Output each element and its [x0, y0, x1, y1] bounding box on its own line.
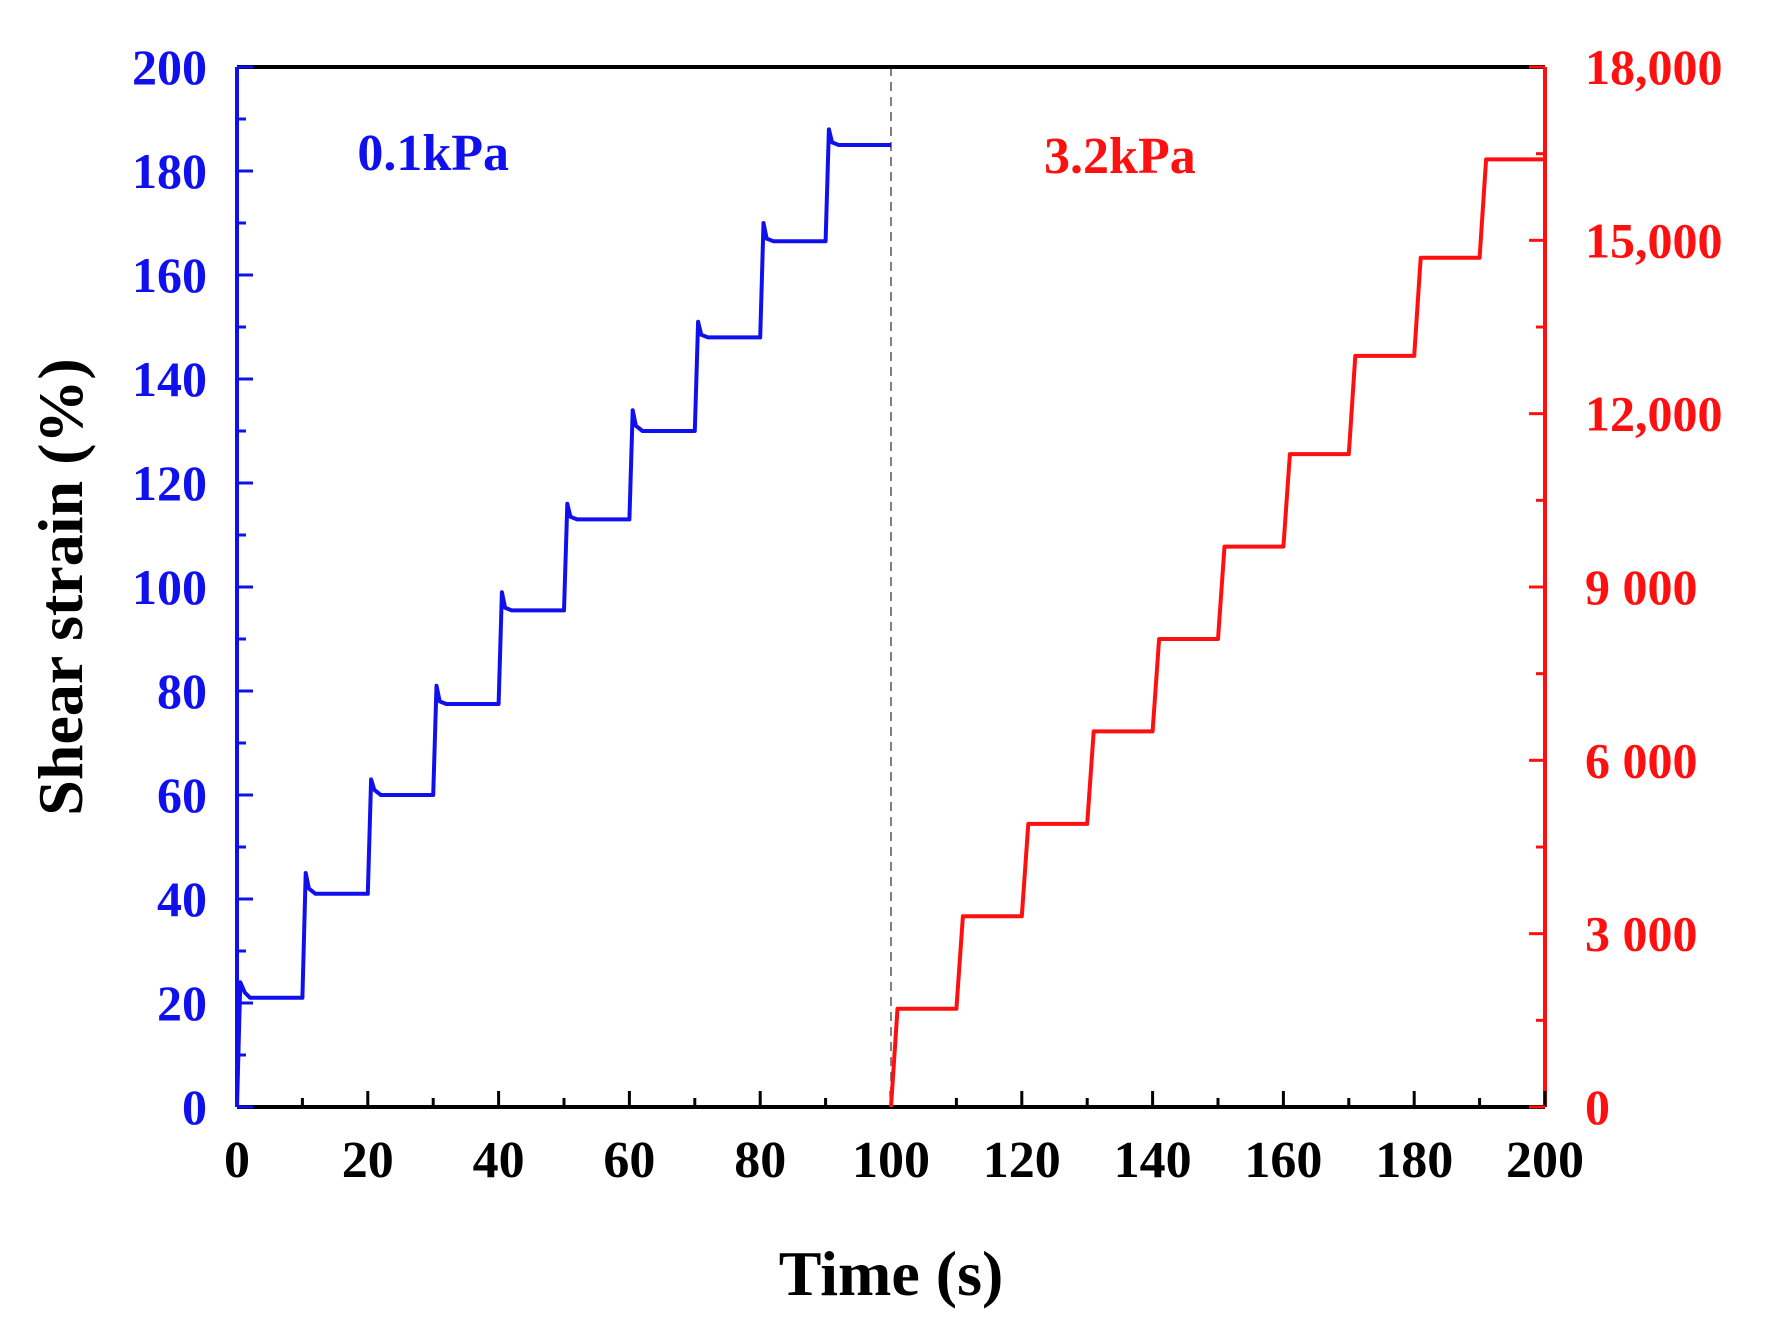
y-left-tick-label: 80: [157, 663, 207, 719]
y-left-tick-label: 140: [132, 351, 207, 407]
x-tick-label: 0: [224, 1132, 250, 1189]
y-right-tick-label: 6 000: [1585, 732, 1698, 788]
x-tick-label: 180: [1375, 1132, 1453, 1189]
y-right-tick-label: 12,000: [1585, 386, 1723, 442]
y-left-tick-label: 0: [182, 1079, 207, 1135]
y-right-tick-label: 18,000: [1585, 39, 1723, 95]
series-line-3-2kpa: [889, 157, 1545, 1108]
x-tick-label: 120: [983, 1132, 1061, 1189]
x-tick-label: 100: [852, 1132, 930, 1189]
y-left-tick-label: 20: [157, 975, 207, 1031]
x-tick-label: 40: [473, 1132, 525, 1189]
x-tick-label: 200: [1506, 1132, 1584, 1189]
y-left-tick-label: 200: [132, 39, 207, 95]
y-right-tick-label: 3 000: [1585, 906, 1698, 962]
y-left-tick-label: 100: [132, 559, 207, 615]
y-left-tick-label: 180: [132, 143, 207, 199]
y-right-tick-label: 0: [1585, 1079, 1610, 1135]
y-left-tick-label: 60: [157, 767, 207, 823]
x-tick-label: 140: [1114, 1132, 1192, 1189]
x-tick-label: 60: [603, 1132, 655, 1189]
y-right-tick-label: 9 000: [1585, 559, 1698, 615]
annotation-3-2kpa: 3.2kPa: [1044, 128, 1196, 185]
series-line-0-1kpa: [235, 127, 891, 1108]
x-tick-label: 160: [1244, 1132, 1322, 1189]
x-tick-label: 80: [734, 1132, 786, 1189]
annotation-0-1kpa: 0.1kPa: [357, 125, 509, 182]
x-tick-label: 20: [342, 1132, 394, 1189]
x-axis-title: Time (s): [779, 1238, 1004, 1309]
y-left-tick-label: 160: [132, 247, 207, 303]
y-axis-left-title: Shear strain (%): [25, 358, 96, 815]
y-right-tick-label: 15,000: [1585, 212, 1723, 268]
y-left-tick-label: 40: [157, 871, 207, 927]
y-left-tick-label: 120: [132, 455, 207, 511]
